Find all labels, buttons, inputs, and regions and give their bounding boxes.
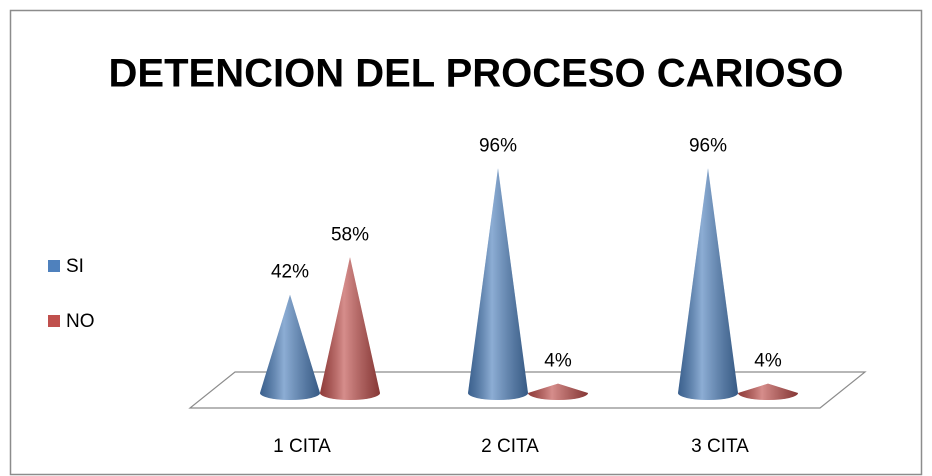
x-tick-label: 1 CITA [273, 436, 331, 457]
legend-label: SI [66, 256, 84, 277]
data-label: 4% [754, 351, 782, 372]
data-label: 96% [479, 135, 517, 156]
legend-swatch [48, 260, 60, 272]
data-label: 58% [331, 224, 369, 245]
legend-label: NO [66, 311, 95, 332]
data-label: 4% [544, 351, 572, 372]
x-tick-label: 2 CITA [481, 436, 539, 457]
x-tick-label: 3 CITA [691, 436, 749, 457]
legend-swatch [48, 315, 60, 327]
chart-title: DETENCION DEL PROCESO CARIOSO [109, 52, 844, 96]
data-label: 42% [271, 262, 309, 283]
data-label: 96% [689, 135, 727, 156]
